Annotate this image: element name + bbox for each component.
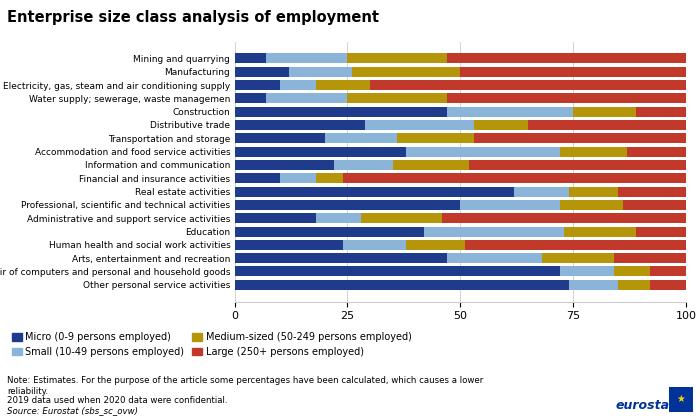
Bar	[568, 187, 618, 197]
Bar	[406, 146, 559, 156]
Text: ★: ★	[676, 394, 685, 404]
Bar	[623, 200, 686, 210]
Bar	[234, 80, 279, 90]
Bar	[559, 146, 627, 156]
Text: Source: Eurostat (sbs_sc_ovw): Source: Eurostat (sbs_sc_ovw)	[7, 406, 138, 415]
Text: Note: Estimates. For the purpose of the article some percentages have been calcu: Note: Estimates. For the purpose of the …	[7, 376, 483, 386]
Bar	[461, 67, 686, 77]
Bar	[568, 280, 618, 290]
Bar	[447, 106, 573, 116]
Bar	[365, 120, 474, 130]
Bar	[406, 240, 465, 250]
Bar	[334, 160, 393, 170]
Bar	[234, 133, 325, 143]
Bar	[361, 213, 442, 223]
Bar	[559, 200, 623, 210]
Bar	[279, 80, 316, 90]
Bar	[474, 120, 528, 130]
Bar	[347, 53, 447, 63]
Bar	[234, 146, 406, 156]
Bar	[393, 160, 469, 170]
Text: 2019 data used when 2020 data were confidential.: 2019 data used when 2020 data were confi…	[7, 396, 228, 406]
Bar	[397, 133, 474, 143]
Bar	[347, 93, 447, 103]
Bar	[447, 93, 686, 103]
Text: reliability.: reliability.	[7, 387, 48, 396]
Bar	[618, 187, 686, 197]
Bar	[469, 160, 686, 170]
Bar	[234, 93, 266, 103]
Bar	[266, 53, 347, 63]
Bar	[234, 120, 365, 130]
Bar	[352, 67, 461, 77]
Bar	[343, 173, 686, 183]
Bar	[266, 93, 347, 103]
Bar	[447, 53, 686, 63]
Bar	[650, 280, 686, 290]
Bar	[234, 213, 316, 223]
Bar	[325, 133, 397, 143]
Bar	[514, 187, 568, 197]
Bar	[650, 267, 686, 277]
Bar	[279, 173, 316, 183]
Bar	[573, 106, 636, 116]
Bar	[234, 160, 334, 170]
Bar	[461, 200, 559, 210]
Bar	[442, 213, 686, 223]
Bar	[234, 280, 568, 290]
Bar	[234, 253, 447, 263]
Bar	[234, 53, 266, 63]
Bar	[528, 120, 686, 130]
Bar	[234, 267, 559, 277]
Bar	[542, 253, 614, 263]
Bar	[474, 133, 686, 143]
Bar	[559, 267, 614, 277]
Bar	[234, 106, 447, 116]
Bar	[234, 240, 343, 250]
Bar	[234, 187, 514, 197]
Bar	[614, 267, 650, 277]
Bar	[447, 253, 542, 263]
Bar	[316, 80, 370, 90]
Bar	[316, 173, 343, 183]
Bar	[343, 240, 406, 250]
Bar	[288, 67, 352, 77]
Bar	[234, 227, 424, 237]
Bar	[636, 227, 686, 237]
Bar	[618, 280, 650, 290]
Bar	[564, 227, 636, 237]
Bar	[424, 227, 564, 237]
Bar	[465, 240, 686, 250]
Bar	[316, 213, 361, 223]
Text: eurostat: eurostat	[616, 399, 676, 412]
Bar	[234, 173, 279, 183]
Bar	[627, 146, 686, 156]
Text: Enterprise size class analysis of employment: Enterprise size class analysis of employ…	[7, 10, 379, 25]
Bar	[234, 67, 288, 77]
Bar	[636, 106, 686, 116]
Bar	[370, 80, 686, 90]
Bar	[234, 200, 461, 210]
Legend: Micro (0-9 persons employed), Small (10-49 persons employed), Medium-sized (50-2: Micro (0-9 persons employed), Small (10-…	[12, 332, 412, 357]
Bar	[614, 253, 686, 263]
